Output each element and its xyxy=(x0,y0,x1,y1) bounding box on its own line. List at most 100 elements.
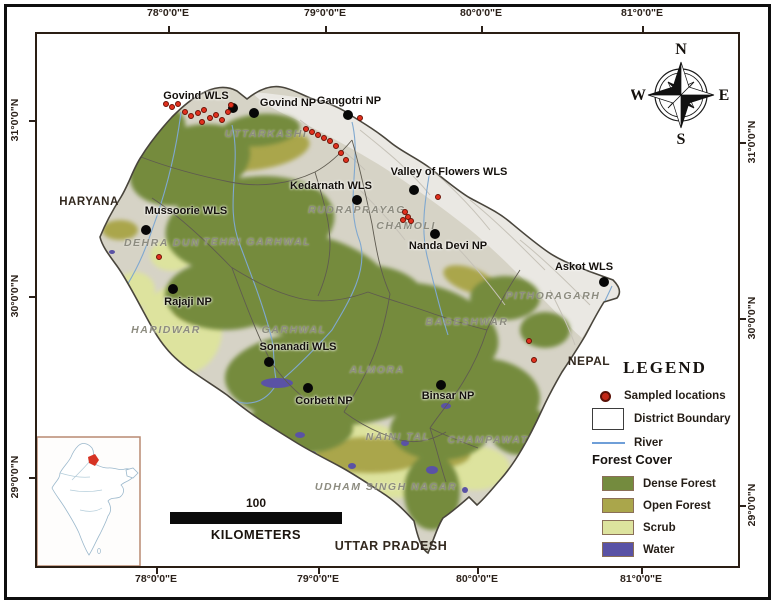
axis-label-right: 31°0'0"N xyxy=(746,120,758,164)
region-label-uttar-pradesh: UTTAR PRADESH xyxy=(334,539,448,553)
india-inset-map xyxy=(36,436,141,567)
axis-tick-bottom xyxy=(156,568,158,574)
district-label-uttarkashi: UTTARKASHI xyxy=(224,128,308,140)
district-label-chamoli: CHAMOLI xyxy=(376,220,436,232)
site-dot-kedarnath-wls xyxy=(352,195,362,205)
river-swatch-icon xyxy=(592,442,625,444)
district-label-haridwar: HARIDWAR xyxy=(131,324,201,336)
axis-tick-bottom xyxy=(318,568,320,574)
scale-bar: 100 KILOMETERS xyxy=(168,496,344,542)
district-boundary-swatch-icon xyxy=(592,408,624,430)
axis-label-left: 29°0'0"N xyxy=(9,455,21,499)
axis-label-bottom: 79°0'0"E xyxy=(296,573,340,585)
legend-item-river: River xyxy=(592,437,663,449)
site-dot-rajaji-np xyxy=(168,284,178,294)
axis-tick-right xyxy=(740,142,746,144)
ridge-lines xyxy=(299,119,591,346)
district-label-dehra-dun: DEHRA DUN xyxy=(123,237,201,249)
scale-bar-distance: 100 xyxy=(245,496,267,510)
forest-cover-title: Forest Cover xyxy=(592,452,673,467)
district-label-champawat: CHAMPAWAT xyxy=(447,434,529,446)
axis-tick-top xyxy=(481,26,483,32)
sampled-location-dot xyxy=(408,218,414,224)
sampled-location-dot xyxy=(207,115,213,121)
axis-label-bottom: 78°0'0"E xyxy=(134,573,178,585)
sampled-location-dot xyxy=(321,135,327,141)
sampled-location-dot xyxy=(195,110,201,116)
snow-rock-region xyxy=(252,92,619,338)
compass-west-label: W xyxy=(631,87,646,104)
site-dot-binsar-np xyxy=(436,380,446,390)
site-dot-valley-of-flowers-wls xyxy=(409,185,419,195)
site-label-gangotri-np: Gangotri NP xyxy=(316,95,382,107)
sampled-location-dot xyxy=(169,104,175,110)
legend-item-label: Sampled locations xyxy=(624,390,726,402)
sampled-location-dot xyxy=(327,138,333,144)
sampled-location-dot xyxy=(225,109,231,115)
axis-label-left: 31°0'0"N xyxy=(9,98,21,142)
axis-tick-left xyxy=(29,120,35,122)
legend-item-sampled-locations: Sampled locations xyxy=(600,390,726,402)
site-label-binsar-np: Binsar NP xyxy=(421,390,475,402)
axis-tick-top xyxy=(642,26,644,32)
site-dot-govind-np xyxy=(249,108,259,118)
compass-north-label: N xyxy=(675,41,687,58)
axis-label-right: 29°0'0"N xyxy=(746,483,758,527)
figure-border xyxy=(4,4,771,600)
sampled-location-dot xyxy=(303,126,309,132)
site-label-govind-np: Govind NP xyxy=(259,97,317,109)
sampled-location-dot xyxy=(175,101,181,107)
open-forest-swatch-icon xyxy=(602,498,634,513)
water-swatch-icon xyxy=(602,542,634,557)
axis-tick-left xyxy=(29,477,35,479)
site-dot-nanda-devi-np xyxy=(430,229,440,239)
sampled-location-dot xyxy=(309,129,315,135)
district-label-bageshwar: BAGESHWAR xyxy=(425,316,509,328)
district-label-almora: ALMORA xyxy=(349,364,405,376)
sampled-location-swatch-icon xyxy=(600,390,611,402)
site-label-nanda-devi-np: Nanda Devi NP xyxy=(408,240,488,252)
axis-label-left: 30°0'0"N xyxy=(9,274,21,318)
site-label-govind-wls: Govind WLS xyxy=(163,90,229,102)
forest-class-dense-forest: Dense Forest xyxy=(602,476,716,491)
site-dot-mussoorie-wls xyxy=(141,225,151,235)
axis-label-bottom: 80°0'0"E xyxy=(455,573,499,585)
axis-tick-top xyxy=(168,26,170,32)
district-label-pithoragarh: PITHORAGARH xyxy=(505,290,601,302)
forest-class-label: Open Forest xyxy=(643,499,711,512)
sampled-location-dot xyxy=(333,143,339,149)
axis-tick-bottom xyxy=(641,568,643,574)
sampled-location-dot xyxy=(435,194,441,200)
site-label-kedarnath-wls: Kedarnath WLS xyxy=(290,180,372,192)
sampled-location-dot xyxy=(182,109,188,115)
site-label-corbett-np: Corbett NP xyxy=(295,395,353,407)
sampled-location-dot xyxy=(400,217,406,223)
axis-label-top: 78°0'0"E xyxy=(146,7,190,19)
site-label-valley-of-flowers-wls: Valley of Flowers WLS xyxy=(390,166,508,178)
compass-rose-icon: N S W E xyxy=(631,41,729,148)
sampled-location-dot xyxy=(188,113,194,119)
sampled-location-dot xyxy=(338,150,344,156)
sampled-location-dot xyxy=(156,254,162,260)
region-label-nepal: NEPAL xyxy=(567,354,611,368)
site-dot-sonanadi-wls xyxy=(264,357,274,367)
site-label-askot-wls: Askot WLS xyxy=(554,261,614,273)
sampled-location-dot xyxy=(357,115,363,121)
site-label-mussoorie-wls: Mussoorie WLS xyxy=(144,205,228,217)
forest-class-label: Dense Forest xyxy=(643,477,716,490)
district-label-udham-singh-nagar: UDHAM SINGH NAGAR xyxy=(314,481,458,493)
legend-item-label: District Boundary xyxy=(634,413,731,425)
inset-uttarakhand-highlight xyxy=(88,454,99,466)
sampled-location-dot xyxy=(201,107,207,113)
scrub-swatch-icon xyxy=(602,520,634,535)
axis-label-right: 30°0'0"N xyxy=(746,296,758,340)
site-dot-gangotri-np xyxy=(343,110,353,120)
district-label-garhwal: GARHWAL xyxy=(261,324,327,336)
site-dot-corbett-np xyxy=(303,383,313,393)
sampled-location-dot xyxy=(219,117,225,123)
sampled-location-dot xyxy=(343,157,349,163)
district-label-tehri-garhwal: TEHRI GARHWAL xyxy=(202,236,312,248)
axis-tick-left xyxy=(29,296,35,298)
